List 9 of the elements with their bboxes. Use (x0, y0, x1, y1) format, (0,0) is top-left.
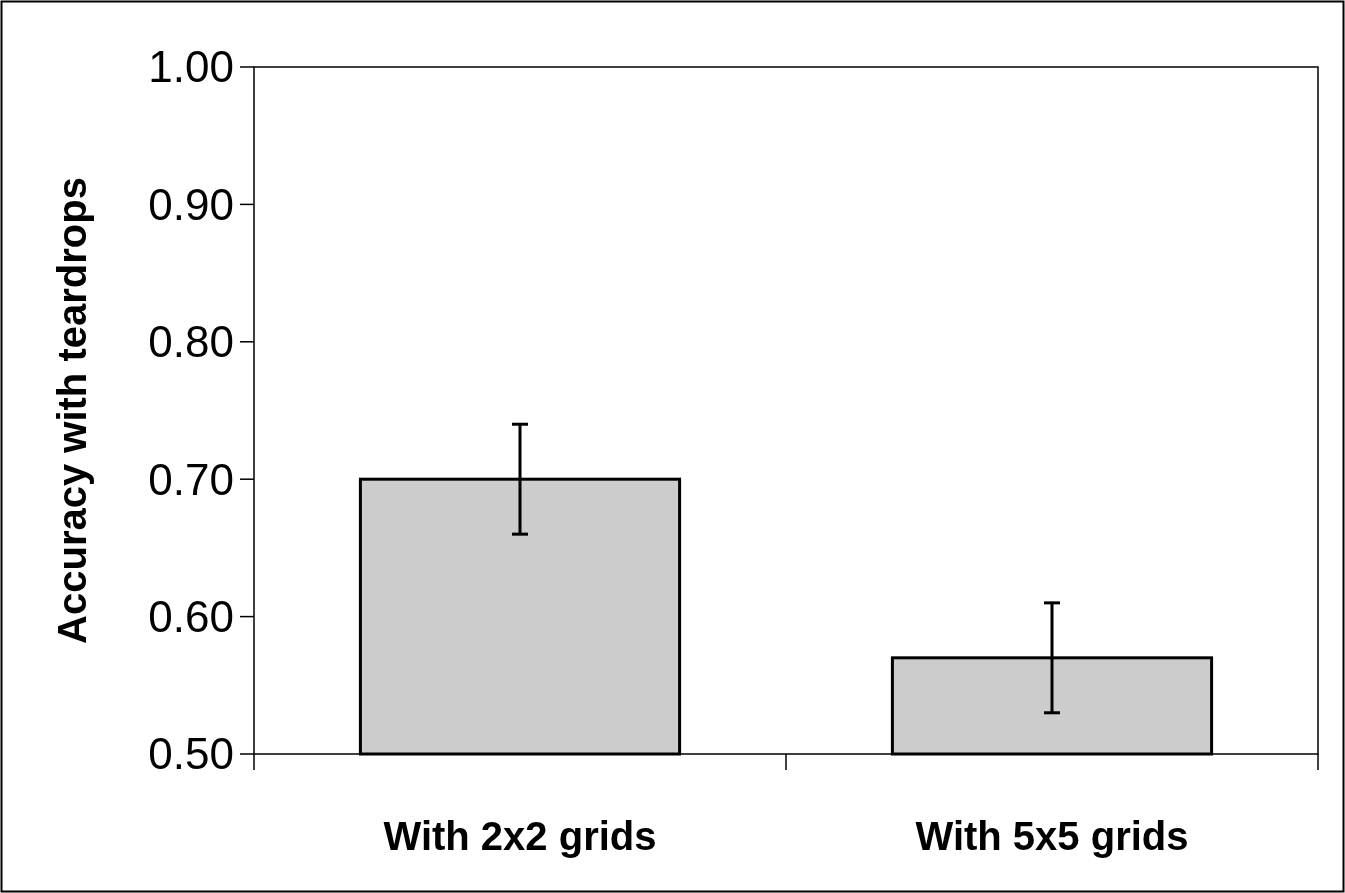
y-tick-label: 0.50 (148, 729, 234, 779)
y-tick-label: 0.80 (148, 317, 234, 367)
y-tick-label: 0.60 (148, 592, 234, 641)
y-tick-label: 0.90 (148, 179, 234, 229)
x-tick-label: With 2x2 grids (383, 814, 657, 858)
y-tick-label: 0.70 (148, 454, 234, 504)
x-tick-label: With 5x5 grids (915, 814, 1189, 858)
y-tick-label: 1.00 (148, 42, 234, 92)
y-axis-title: Accuracy with teardrops (50, 177, 94, 644)
